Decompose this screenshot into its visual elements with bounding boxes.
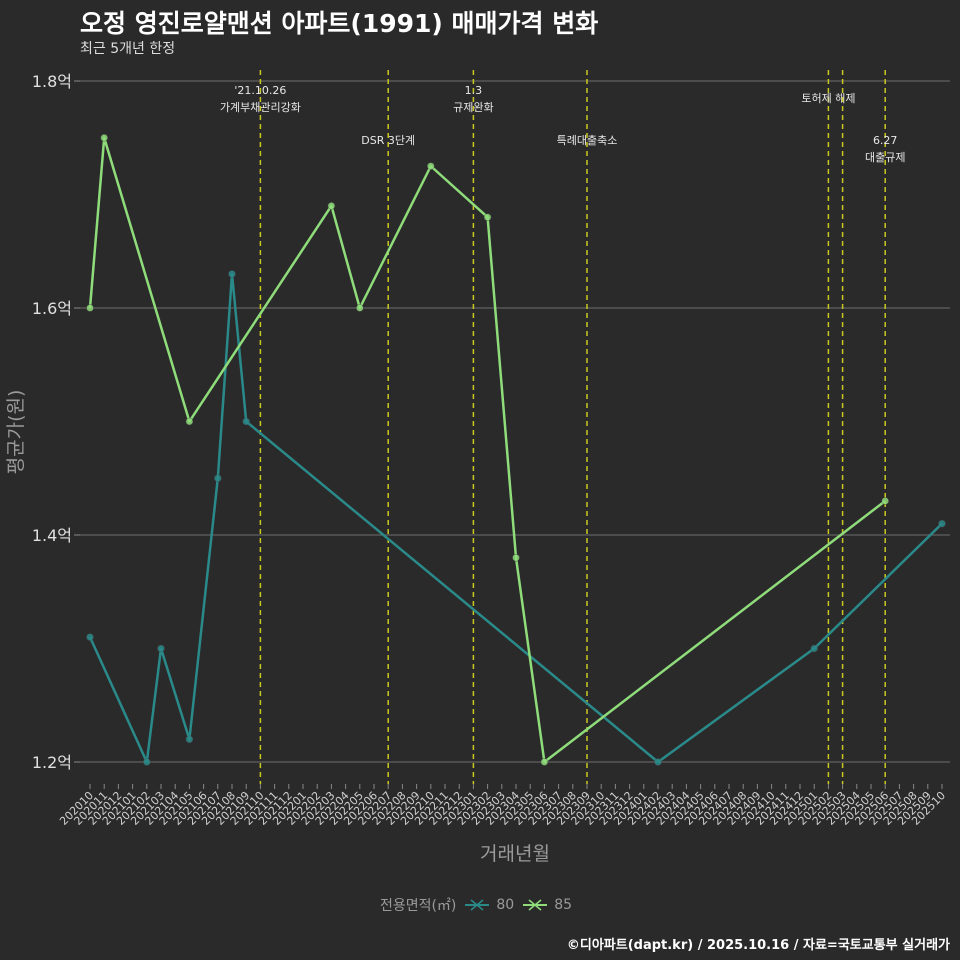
legend-swatch-85: [523, 899, 548, 911]
chart-title: 오정 영진로얄맨션 아파트(1991) 매매가격 변화: [80, 9, 599, 38]
event-label: 대출규제: [865, 151, 905, 164]
event-label: 토허제 해제: [801, 91, 855, 105]
data-point-85: [86, 304, 94, 312]
y-tick-label: 1.8억: [32, 72, 72, 91]
data-point-80: [228, 270, 236, 278]
data-point-85: [512, 553, 520, 562]
legend-title: 전용면적(㎡): [379, 898, 457, 914]
y-axis-title: 평균가(원): [5, 390, 27, 475]
legend-item-80: 80: [464, 897, 514, 913]
data-point-85: [881, 497, 889, 505]
event-label: 6.27: [873, 134, 898, 147]
x-axis-title: 거래년월: [480, 843, 550, 865]
data-point-80: [143, 758, 151, 766]
data-point-80: [214, 474, 222, 482]
event-label: 1.3: [465, 84, 483, 97]
data-point-85: [327, 202, 336, 210]
data-point-80: [86, 633, 94, 641]
data-point-80: [242, 417, 250, 426]
data-point-80: [185, 735, 194, 744]
legend-swatch-80: [465, 899, 490, 911]
legend-item-85: 85: [522, 897, 572, 913]
legend-label-85: 85: [554, 897, 573, 913]
series-line-85: [88, 136, 886, 764]
data-point-85: [185, 417, 194, 426]
event-label: '21.10.26: [234, 84, 286, 97]
source-caption: ©디아파트(dapt.kr) / 2025.10.16 / 자료=국토교통부 실…: [566, 938, 950, 953]
data-point-80: [810, 644, 818, 653]
y-tick-label: 1.6억: [32, 299, 72, 318]
data-point-85: [540, 758, 549, 766]
event-label: DSR 3단계: [361, 134, 415, 147]
event-label: 규제완화: [453, 101, 493, 114]
data-point-85: [356, 304, 364, 312]
data-point-80: [938, 519, 946, 528]
data-point-80: [654, 758, 662, 766]
data-point-85: [483, 213, 492, 221]
legend-label-80: 80: [496, 897, 515, 913]
data-point-85: [427, 162, 435, 170]
legend: 전용면적(㎡) 80 85: [0, 895, 960, 915]
data-point-85: [100, 134, 108, 142]
series-line-80: [88, 272, 943, 764]
chart-subtitle: 최근 5개년 한정: [80, 41, 176, 57]
data-point-80: [157, 644, 165, 653]
y-tick-label: 1.2억: [32, 753, 72, 772]
y-tick-label: 1.4억: [32, 526, 72, 545]
event-label: 가계부채관리강화: [220, 101, 301, 114]
event-label: 특례대출축소: [557, 134, 618, 147]
